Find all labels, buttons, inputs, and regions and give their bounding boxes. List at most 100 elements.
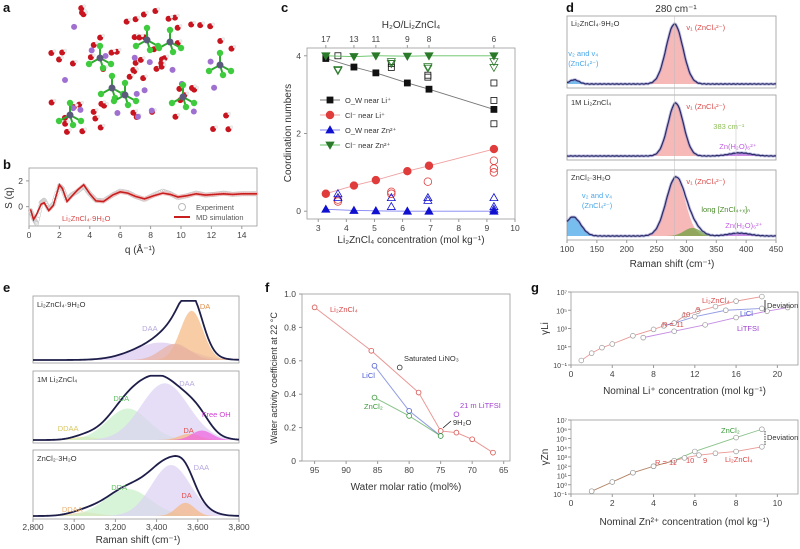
reference-point [333,65,343,75]
reference-point [423,177,433,186]
series-annotation: Saturated LiNO₃ [404,354,459,363]
legend-label: O_W near Li⁺ [345,96,391,105]
y-tick-label: 0.2 [284,423,296,433]
water-hydrogen-atom [95,108,99,112]
panel-label-f: f [265,280,270,295]
curve-annotation: 9 [703,456,707,465]
chlorine-atom [219,71,227,79]
x-tick-label: 75 [436,465,446,475]
reference-point [490,120,498,128]
x-tick-label: 12 [207,230,217,240]
peak-annotation: long [ZnCl₄₊ₓ]ₙ [701,205,750,214]
data-point [759,305,765,312]
series-line [325,208,494,212]
peak-annotation: v₁ (ZnCl₄²⁻) [686,23,725,32]
data-point [759,444,765,450]
peak-annotation: (ZnCl₄²⁻) [582,201,613,210]
data-point [371,52,381,61]
x-tick-label: 10 [176,230,186,240]
water-hydrogen-atom [80,100,84,105]
data-point [396,364,403,371]
x-tick-label: 4 [344,223,349,233]
x-tick-label: 16 [731,369,741,379]
data-point [368,347,375,354]
peak-annotation: Zn(H₂O)₆²⁺ [719,142,756,151]
data-point [695,308,701,314]
panel-label-a: a [3,0,11,15]
chlorine-atom [132,97,140,105]
total-spectrum [32,455,240,517]
water-hydrogen-atom [142,56,146,60]
water-hydrogen-atom [112,49,117,53]
x-tick-label: 3,000 [64,522,86,532]
y-tick-label: 0 [291,456,296,466]
zinc-atom [166,38,174,46]
plot-frame [28,167,258,227]
data-point [453,429,460,436]
data-point [424,206,434,215]
reference-point [387,64,395,71]
water-hydrogen-atom [60,55,64,60]
lithium-atom [169,66,176,73]
x-tick-label: 4 [610,369,615,379]
series-line [591,446,762,492]
x-tick-label: 450 [769,244,783,254]
zinc-atom [143,36,151,44]
peak-annotation: 383 cm⁻¹ [713,122,745,131]
x-tick-label: 8 [456,223,461,233]
curve-annotation: 9 [696,305,700,314]
data-point [349,181,359,190]
data-point [681,455,688,461]
water-hydrogen-atom [52,49,56,53]
water-hydrogen-atom [63,48,67,53]
legend-marker [325,125,335,134]
x-tick-label: 6 [400,223,405,233]
data-point [403,166,412,176]
legend: O_W near Li⁺ Cl⁻ near Li⁺ O_W near Zn²⁺ Cl⁻… [320,96,397,150]
water-hydrogen-atom [83,127,88,131]
chlorine-atom [146,46,154,54]
panel-c-coordination: 3 4 5 6 7 8 9 10 0 2 4 17 13 11 9 8 6 H₂O/Li₂ZnCl₄ Li₂Zn… [283,20,520,246]
data-point [759,293,765,300]
data-point [402,206,413,215]
x-tick-label: 3 [316,223,321,233]
water-hydrogen-atom [74,59,78,64]
zinc-atom [121,91,129,99]
data-point [350,63,358,71]
reference-point [490,97,498,104]
data-point [489,52,499,61]
chlorine-atom [190,99,198,107]
subplot-label: 1M Li₂ZnCl₄ [37,375,77,384]
y-tick-label: 10⁰ [556,482,567,490]
chlorine-atom [205,67,213,75]
y-tick-label: 10³ [557,327,568,334]
reference-point [490,79,498,87]
x-tick-label: 10 [510,223,520,233]
water-hydrogen-atom [176,13,180,18]
peak-position-annotation: 280 cm⁻¹ [655,4,697,15]
data-point [733,298,739,304]
chlorine-atom [143,24,151,32]
chlorine-atom [97,90,105,98]
panel-label-g: g [531,280,539,295]
x-axis-label: Nominal Li⁺ concentration (mol kg⁻¹) [603,386,766,397]
lithium-atom [146,59,153,66]
chlorine-atom [69,121,77,129]
water-hydrogen-atom [96,114,100,119]
water-hydrogen-atom [102,123,106,128]
curve-annotation: LiTFSI [737,324,759,333]
y-tick-label: 2 [296,129,301,139]
data-point [630,333,636,339]
x-tick-label: 90 [341,465,351,475]
data-point [371,394,378,401]
water-hydrogen-atom [176,113,181,117]
x-axis-label: Li₂ZnCl₄ concentration (mol kg⁻¹) [337,235,484,246]
chlorine-atom [96,42,104,50]
water-hydrogen-atom [211,22,215,26]
chlorine-atom [85,60,93,68]
zinc-atom [66,111,74,119]
reference-point [489,164,499,173]
x-tick-label: 80 [404,465,414,475]
chlorine-atom [182,103,190,111]
reference-point [424,71,432,79]
